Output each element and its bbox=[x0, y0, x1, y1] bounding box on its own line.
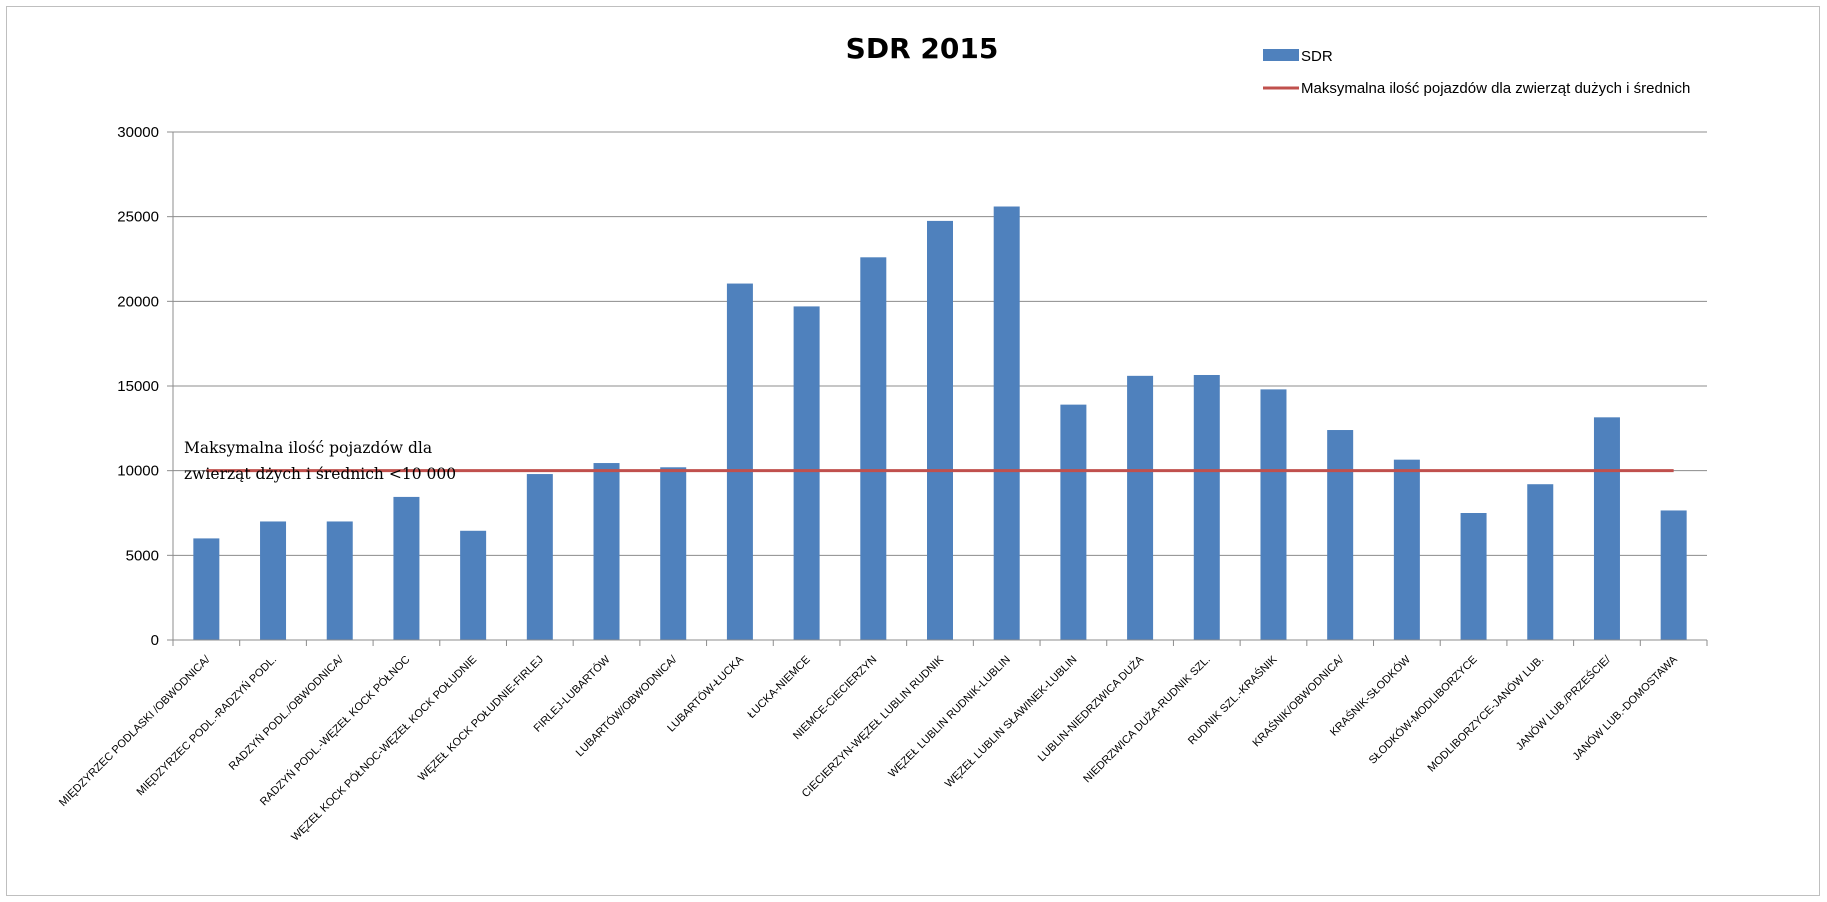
axes bbox=[172, 132, 1708, 646]
bar bbox=[1393, 459, 1420, 640]
bar bbox=[193, 538, 220, 640]
y-tick-label: 15000 bbox=[117, 378, 159, 395]
x-axis-labels: MIĘDZYRZEC PODLASKI /OBWODNICA/MIĘDZYRZE… bbox=[57, 652, 1680, 843]
bar bbox=[660, 467, 687, 640]
annotation-line-1: Maksymalna ilość pojazdów dla bbox=[184, 439, 432, 457]
x-category-label: WĘZEŁ LUBLIN RUDNIK-LUBLIN bbox=[886, 654, 1013, 781]
x-category-label: MODLIBORZYCE-JANÓW LUB. bbox=[1425, 653, 1547, 775]
bar bbox=[1060, 404, 1087, 640]
legend-label-sdr: SDR bbox=[1301, 48, 1333, 65]
bar bbox=[393, 496, 420, 640]
bar bbox=[460, 530, 487, 640]
x-category-label: MIĘDZYRZEC PODLASKI /OBWODNICA/ bbox=[57, 653, 213, 809]
x-category-label: LUBARTÓW-ŁUCKA bbox=[665, 652, 747, 734]
x-category-label: RADZYŃ PODL./OBWODNICA/ bbox=[226, 652, 346, 772]
x-category-label: LUBLIN-NIEDRZWICA DUŻA bbox=[1035, 652, 1147, 764]
y-axis-ticks: 0 5000 10000 15000 20000 25000 30000 bbox=[117, 124, 173, 649]
x-category-label: RADZYŃ PODL.-WĘZEŁ KOCK PÓŁNOC bbox=[257, 653, 412, 808]
chart-frame: SDR 2015 SDR Maksymalna ilość pojazdów d… bbox=[6, 6, 1820, 896]
bar bbox=[1460, 513, 1487, 640]
bar-series bbox=[193, 206, 1687, 641]
bar bbox=[1193, 374, 1220, 640]
bar bbox=[326, 521, 353, 640]
y-tick-label: 5000 bbox=[126, 547, 159, 564]
bar bbox=[1593, 417, 1620, 640]
annotation-line-2: zwierząt dżych i średnich <10 000 bbox=[184, 465, 456, 483]
bar bbox=[1660, 510, 1687, 640]
bar bbox=[1127, 375, 1154, 640]
bar bbox=[793, 306, 820, 640]
chart-title: SDR 2015 bbox=[846, 32, 999, 65]
x-category-label: ŁUCKA-NIEMCE bbox=[745, 654, 812, 721]
x-category-label: MIĘDZYRZEC PODL.-RADZYŃ PODL. bbox=[134, 653, 279, 798]
x-category-label: JANÓW LUB.-DOMOSTAWA bbox=[1570, 652, 1680, 762]
bar bbox=[726, 283, 753, 640]
bar bbox=[593, 463, 620, 640]
bar bbox=[1527, 484, 1554, 640]
legend: SDR Maksymalna ilość pojazdów dla zwierz… bbox=[1263, 48, 1690, 97]
x-category-label: SŁODKÓW-MODLIBORZYCE bbox=[1366, 653, 1480, 767]
x-category-label: CIECIERZYN-WĘZEŁ LUBLIN RUDNIK bbox=[800, 653, 947, 800]
bar bbox=[1260, 389, 1287, 640]
legend-label-max-line: Maksymalna ilość pojazdów dla zwierząt d… bbox=[1301, 80, 1690, 97]
x-category-label: WĘZEŁ LUBLIN SŁAWINEK-LUBLIN bbox=[943, 654, 1080, 791]
y-tick-label: 25000 bbox=[117, 209, 159, 226]
x-category-label: FIRLEJ-LUBARTÓW bbox=[531, 652, 613, 734]
x-category-label: NIEDRZWICA DUŻA-RUDNIK SZL. bbox=[1081, 653, 1213, 785]
y-tick-label: 30000 bbox=[117, 124, 159, 141]
y-tick-label: 20000 bbox=[117, 293, 159, 310]
bar bbox=[1327, 430, 1354, 640]
bar bbox=[993, 206, 1020, 641]
legend-swatch-sdr bbox=[1263, 49, 1299, 61]
x-category-label: WĘZEŁ KOCK POŁUDNIE-FIRLEJ bbox=[416, 654, 546, 784]
bar bbox=[526, 474, 553, 640]
bar bbox=[927, 220, 953, 640]
y-tick-label: 0 bbox=[151, 632, 159, 649]
y-tick-label: 10000 bbox=[117, 463, 159, 480]
bar bbox=[860, 257, 887, 640]
chart-svg: SDR 2015 SDR Maksymalna ilość pojazdów d… bbox=[57, 32, 1708, 844]
bar bbox=[260, 521, 287, 640]
